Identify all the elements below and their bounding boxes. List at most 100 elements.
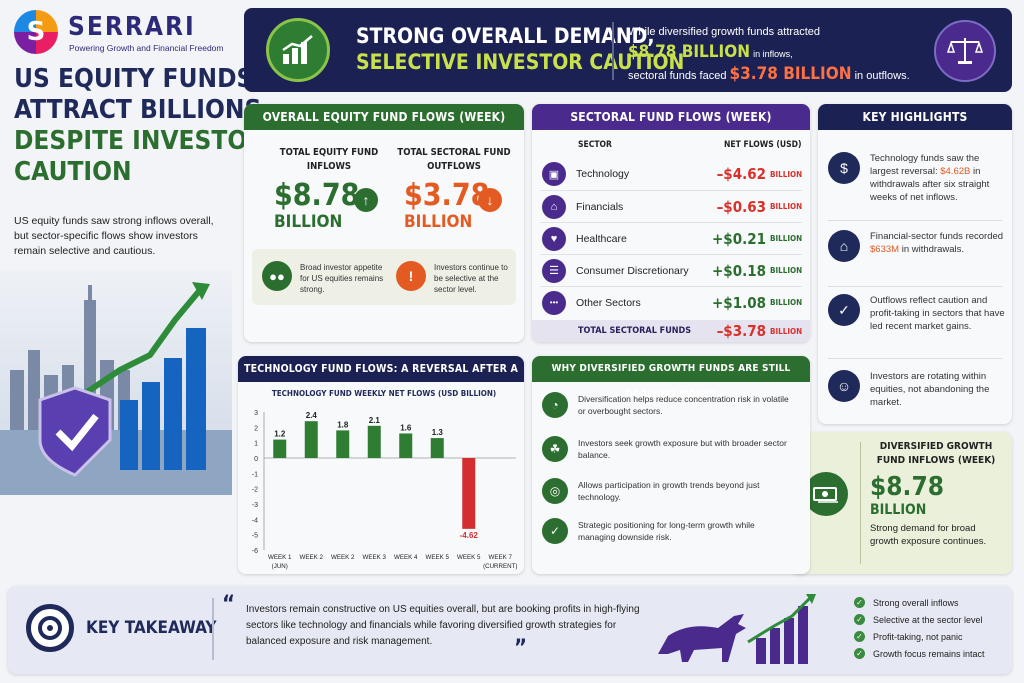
x-tick-label: WEEK 3	[363, 554, 387, 561]
investors-group-icon: ●●	[262, 261, 292, 291]
data-label: 1.6	[400, 423, 412, 432]
sectoral-flows-card: SECTORAL FUND FLOWS (WEEK) SECTOR NET FL…	[532, 104, 810, 342]
data-label: 1.8	[337, 420, 349, 429]
outflows-label: TOTAL SECTORAL FUND OUTFLOWS	[397, 147, 511, 172]
data-label: 1.3	[432, 428, 444, 437]
y-tick-label: -2	[252, 487, 258, 494]
target-icon: ◎	[542, 478, 568, 504]
inflows-unit: BILLION	[274, 212, 343, 232]
data-label: 1.2	[274, 430, 286, 439]
chart-bar	[304, 421, 318, 458]
why-item: ◎ Allows participation in growth trends …	[542, 478, 792, 504]
data-label: 2.4	[306, 411, 318, 420]
why-diversified-card: WHY DIVERSIFIED GROWTH FUNDS ARE STILL D…	[532, 356, 810, 574]
page-headline: US EQUITY FUNDS ATTRACT BILLIONS DESPITE…	[14, 64, 266, 187]
overall-note-1: Broad investor appetite for US equities …	[300, 263, 384, 294]
shield-check-icon: ✓	[828, 294, 860, 326]
y-tick-label: 1	[254, 441, 258, 448]
y-tick-label: -6	[252, 548, 258, 555]
key-takeaway-bar: KEY TAKEAWAY “ Investors remain construc…	[8, 586, 1012, 674]
city-growth-illustration	[0, 270, 232, 495]
highlight-item: ⌂ Financial-sector funds recorded $633M …	[828, 230, 1008, 262]
data-label: -4.62	[460, 531, 479, 540]
sector-col-header: SECTOR	[578, 140, 612, 150]
overall-flows-card: OVERALL EQUITY FUND FLOWS (WEEK) TOTAL E…	[244, 104, 524, 342]
x-tick-label: WEEK 5	[426, 554, 450, 561]
outflows-unit: BILLION	[404, 212, 473, 232]
check-icon: ✓	[854, 614, 865, 625]
y-tick-label: -3	[252, 502, 258, 509]
inflows-value: $8.78	[274, 178, 360, 213]
chip-icon: ▣	[542, 162, 566, 186]
x-tick-label: WEEK 2	[331, 554, 355, 561]
arrow-up-icon: ↑	[354, 188, 378, 212]
banner-title-1: STRONG OVERALL DEMAND,	[356, 24, 655, 48]
growth-chart-icon	[266, 18, 330, 82]
y-tick-label: -4	[252, 517, 258, 524]
chart-bar	[273, 439, 287, 458]
x-tick-label: WEEK 2	[300, 554, 324, 561]
diversified-inflows-card: DIVERSIFIED GROWTH FUND INFLOWS (WEEK) $8…	[790, 432, 1012, 574]
y-tick-label: 3	[254, 410, 258, 417]
x-tick-label: (CURRENT)	[483, 563, 517, 570]
takeaway-quote: Investors remain constructive on US equi…	[246, 604, 640, 647]
y-tick-label: 2	[254, 425, 258, 432]
why-item: ✓ Strategic positioning for long-term gr…	[542, 518, 792, 544]
sector-row-technology: ▣ Technology –$4.62 BILLION	[540, 158, 802, 190]
why-diversified-header: WHY DIVERSIFIED GROWTH FUNDS ARE STILL D…	[532, 356, 810, 400]
highlight-item: $ Technology funds saw the largest rever…	[828, 152, 1008, 204]
bank-icon: ⌂	[542, 194, 566, 219]
banner-text: While diversified growth funds attracted…	[628, 26, 910, 84]
highlight-item: ☺ Investors are rotating within equities…	[828, 370, 1008, 409]
chart-title: TECHNOLOGY FUND WEEKLY NET FLOWS (USD BI…	[272, 389, 496, 398]
sector-row-consumer-discretionary: ☰ Consumer Discretionary +$0.18 BILLION	[540, 254, 802, 286]
diversified-unit: BILLION	[870, 502, 927, 518]
outflows-value: $3.78	[404, 178, 490, 213]
sector-row-other: ••• Other Sectors +$1.08 BILLION	[540, 286, 802, 318]
data-label: 2.1	[369, 416, 381, 425]
sector-row-healthcare: ♥ Healthcare +$0.21 BILLION	[540, 222, 802, 254]
highlight-item: ✓ Outflows reflect caution and profit-ta…	[828, 294, 1008, 333]
down-dollar-icon: $	[828, 152, 860, 184]
check-icon: ✓	[854, 597, 865, 608]
tech-flows-card: TECHNOLOGY FUND FLOWS: A REVERSAL AFTER …	[238, 356, 524, 574]
brand-name: SERRARI	[68, 12, 196, 42]
x-tick-label: WEEK 5	[457, 554, 481, 561]
top-banner: STRONG OVERALL DEMAND, SELECTIVE INVESTO…	[244, 8, 1012, 92]
check-icon: ✓	[854, 648, 865, 659]
x-tick-label: WEEK 7	[489, 554, 513, 561]
tech-flows-header: TECHNOLOGY FUND FLOWS: A REVERSAL AFTER …	[238, 356, 524, 401]
key-takeaway-label: KEY TAKEAWAY	[86, 618, 217, 638]
chart-bar	[367, 425, 381, 458]
inflows-label: TOTAL EQUITY FUND INFLOWS	[279, 147, 379, 172]
x-tick-label: WEEK 4	[394, 554, 418, 561]
heart-pulse-icon: ♥	[542, 226, 566, 251]
key-highlights-header: KEY HIGHLIGHTS	[818, 104, 1012, 130]
diversified-desc: Strong demand for broad growth exposure …	[870, 523, 987, 547]
key-highlights-card: KEY HIGHLIGHTS $ Technology funds saw th…	[818, 104, 1012, 424]
dots-icon: •••	[542, 290, 566, 315]
y-tick-label: 0	[254, 456, 258, 463]
why-item: ☘ Investors seek growth exposure but wit…	[542, 436, 792, 462]
chart-bar	[399, 433, 413, 458]
intro-text: US equity funds saw strong inflows overa…	[14, 215, 214, 257]
quote-open-icon: “	[222, 592, 236, 617]
chart-bar	[430, 438, 444, 458]
cart-icon: ☰	[542, 258, 566, 283]
takeaway-checklist: ✓ Strong overall inflows ✓ Selective at th…	[854, 594, 985, 662]
netflow-col-header: NET FLOWS (USD)	[724, 140, 802, 150]
why-item: ◔ Diversification helps reduce concentra…	[542, 392, 792, 418]
check-icon: ✓	[854, 631, 865, 642]
overall-flows-header: OVERALL EQUITY FUND FLOWS (WEEK)	[244, 104, 524, 130]
pie-chart-icon: ◔	[542, 392, 568, 418]
people-icon: ☺	[828, 370, 860, 402]
sectoral-total-row: TOTAL SECTORAL FUNDS –$3.78 BILLION	[532, 320, 810, 342]
diversified-value: $8.78	[870, 472, 944, 502]
y-tick-label: -5	[252, 533, 258, 540]
warning-icon: !	[396, 261, 426, 291]
quote-close-icon: ”	[514, 636, 528, 661]
check-item: ✓ Strong overall inflows	[854, 594, 985, 611]
y-tick-label: -1	[252, 471, 258, 478]
money-icon	[804, 472, 848, 516]
sectoral-flows-header: SECTORAL FUND FLOWS (WEEK)	[532, 104, 810, 130]
